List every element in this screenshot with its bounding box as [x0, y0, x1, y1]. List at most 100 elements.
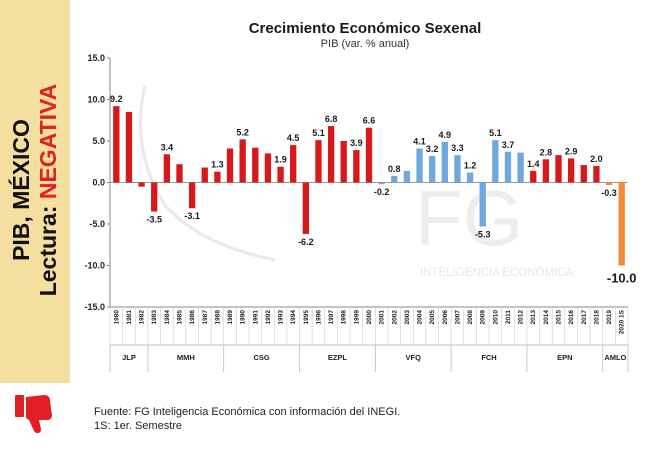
data-label: 3.3 [451, 143, 464, 153]
x-tick-label: 1983 [151, 310, 158, 325]
bar [302, 182, 309, 234]
data-label: 4.9 [439, 130, 452, 140]
data-label: 4.1 [413, 136, 426, 146]
x-tick-label: 2006 [442, 310, 449, 325]
data-label: 6.6 [363, 116, 376, 126]
group-label: EZPL [328, 353, 348, 362]
y-tick-label: 5.0 [92, 136, 105, 146]
bar [429, 155, 436, 183]
bar [353, 150, 360, 183]
group-label: EPN [557, 353, 572, 362]
data-label: 1.3 [211, 160, 224, 170]
footer-notes: Fuente: FG Inteligencia Económica con in… [94, 405, 400, 433]
data-label: 1.2 [464, 161, 477, 171]
data-label: -5.3 [475, 229, 491, 239]
bar [403, 170, 411, 183]
x-tick-label: 1996 [315, 310, 322, 325]
bar [492, 140, 499, 183]
data-label: 9.2 [110, 94, 123, 104]
group-label: CSG [253, 353, 269, 362]
data-label: -0.3 [601, 188, 617, 198]
x-tick-label: 1995 [303, 310, 310, 325]
data-label: 3.2 [426, 144, 439, 154]
x-tick-label: 1980 [113, 310, 120, 325]
x-tick-label: 1992 [265, 310, 272, 325]
data-label: 2.0 [590, 154, 603, 164]
bar [542, 159, 550, 183]
bar [201, 167, 208, 183]
x-tick-label: 2005 [429, 310, 436, 325]
sidebar-banner: PIB, MÉXICO Lectura: NEGATIVA [0, 0, 70, 383]
x-tick-label: 1989 [227, 310, 234, 325]
bar [214, 171, 221, 183]
data-label: 3.9 [350, 138, 363, 148]
x-tick-label: 1990 [240, 310, 247, 325]
y-tick-label: -5.0 [89, 219, 105, 229]
bar [239, 139, 246, 183]
bar [618, 182, 625, 266]
x-tick-label: 2009 [480, 310, 487, 325]
bar [416, 148, 423, 183]
bar [277, 166, 284, 183]
bar [530, 170, 537, 183]
bar [378, 182, 385, 185]
x-tick-label: 2015 [556, 310, 563, 325]
x-tick-label: 1985 [176, 310, 183, 325]
x-tick-label: 2020 1S [619, 309, 626, 334]
data-label: 2.9 [565, 146, 578, 156]
group-label: JLP [122, 353, 136, 362]
bar [466, 172, 474, 183]
bar [176, 164, 183, 183]
x-tick-label: 1982 [139, 310, 146, 325]
data-label: -0.2 [374, 187, 390, 197]
watermark-text: INTELIGENCIA ECONÓMICA [420, 266, 574, 279]
bar [188, 182, 196, 209]
bar [454, 155, 461, 183]
x-tick-label: 2007 [454, 310, 461, 325]
data-label: -6.2 [298, 237, 314, 247]
bar [226, 148, 234, 183]
bar [365, 127, 373, 183]
data-label: 3.4 [161, 142, 174, 152]
x-tick-label: 2004 [417, 310, 424, 325]
data-label: -3.1 [184, 211, 200, 221]
bar [441, 141, 448, 183]
data-label: 5.1 [489, 128, 502, 138]
watermark-logo: FG [415, 174, 523, 262]
bar [340, 141, 347, 183]
x-tick-label: 2001 [379, 310, 386, 325]
x-tick-label: 2002 [391, 310, 398, 325]
y-tick-label: -10.0 [84, 261, 105, 271]
x-tick-label: 2018 [593, 310, 600, 325]
bar [264, 153, 272, 183]
bar [605, 182, 613, 185]
bar [327, 126, 335, 183]
bar [517, 152, 524, 183]
data-label: 0.8 [388, 164, 401, 174]
x-tick-label: 1981 [126, 310, 133, 325]
group-label: VFQ [406, 353, 422, 362]
group-label: MMH [177, 353, 195, 362]
data-label: 5.2 [236, 127, 249, 137]
bar [391, 175, 398, 183]
bar [163, 154, 171, 183]
data-label: 6.8 [325, 114, 338, 124]
bar [567, 158, 575, 183]
source-note: Fuente: FG Inteligencia Económica con in… [94, 406, 401, 418]
data-label: 1.4 [527, 159, 540, 169]
semester-note: 1S: 1er. Semestre [94, 420, 183, 432]
x-tick-label: 1994 [290, 310, 297, 325]
group-label: FCH [481, 353, 496, 362]
x-tick-label: 2011 [505, 310, 512, 324]
data-label: 1.9 [274, 155, 287, 165]
x-tick-label: 1999 [353, 310, 360, 325]
x-tick-label: 2000 [366, 310, 373, 325]
data-label: 3.7 [502, 140, 515, 150]
data-label: -10.0 [607, 271, 637, 286]
data-label: -3.5 [146, 215, 162, 225]
bar [315, 140, 322, 183]
chart-subtitle: PIB (var. % anual) [321, 38, 410, 50]
x-tick-label: 2014 [543, 310, 550, 325]
bar [593, 165, 600, 183]
bar [555, 155, 562, 183]
